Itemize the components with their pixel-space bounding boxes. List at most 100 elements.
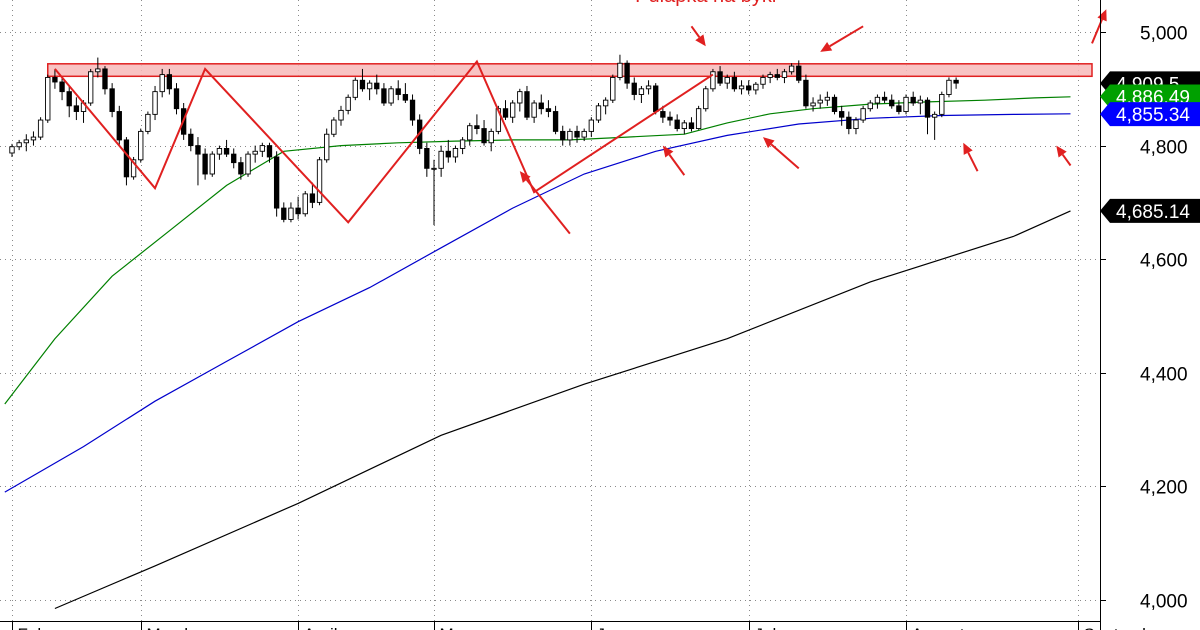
price-label-badge-2 — [1100, 102, 1200, 127]
candle-body-11 — [88, 71, 94, 104]
candle-body-130 — [939, 94, 945, 115]
y-tick-label-3: 4,600 — [1140, 251, 1188, 272]
y-tick-label-1: 4,200 — [1140, 478, 1188, 499]
resistance-zone-layer — [47, 63, 1093, 78]
candle-body-44 — [324, 133, 330, 161]
annotation-arrow-6 — [967, 152, 979, 172]
x-tick-label-5: July — [755, 625, 786, 630]
candle-body-63 — [459, 139, 466, 149]
y-ticks-layer: 4,000 4,200 4,400 4,600 4,800 5,000 — [1100, 24, 1188, 613]
candle-body-88 — [638, 88, 645, 95]
candle-body-83 — [602, 99, 609, 107]
candle-body-14 — [109, 88, 115, 112]
candle-body-8 — [66, 91, 72, 107]
candle-body-71 — [517, 91, 523, 104]
candle-body-2 — [23, 139, 29, 144]
candle-body-15 — [116, 111, 122, 141]
candle-body-61 — [445, 150, 451, 158]
candle-body-97 — [703, 88, 709, 110]
candle-body-56 — [409, 99, 416, 121]
candle-body-3 — [30, 136, 37, 141]
candle-body-100 — [724, 76, 730, 84]
candle-body-122 — [881, 96, 888, 101]
candle-body-22 — [166, 74, 173, 90]
candle-body-42 — [309, 193, 316, 203]
candle-body-78 — [567, 130, 573, 141]
candle-body-110 — [796, 65, 802, 81]
candle-body-1 — [16, 142, 22, 148]
annotation-arrow-1 — [829, 25, 864, 48]
x-tick-label-6: August — [912, 625, 965, 630]
candle-body-34 — [252, 150, 258, 155]
y-tick-label-0: 4,000 — [1140, 592, 1188, 613]
candle-body-123 — [889, 99, 895, 107]
candle-body-37 — [273, 156, 280, 209]
candle-body-104 — [753, 83, 759, 91]
candle-body-95 — [688, 122, 695, 130]
candle-body-47 — [345, 96, 351, 111]
candle-body-87 — [631, 82, 637, 95]
candle-body-84 — [610, 76, 616, 101]
candle-body-7 — [59, 81, 65, 93]
arrows-layer — [519, 9, 1107, 235]
y-tick-label-4: 4,800 — [1140, 138, 1188, 159]
candle-body-81 — [588, 119, 595, 132]
annotation-arrowhead-5 — [762, 137, 775, 149]
candles-layer — [9, 54, 959, 226]
candle-body-66 — [481, 128, 487, 144]
candle-body-33 — [245, 153, 251, 175]
candle-body-96 — [695, 108, 702, 130]
price-label-text-3: 4,685.14 — [1116, 202, 1190, 223]
candle-body-132 — [953, 79, 959, 84]
candle-body-41 — [302, 193, 308, 215]
x-tick-label-1: March — [147, 625, 194, 630]
candle-body-131 — [946, 79, 952, 95]
candle-body-70 — [509, 102, 516, 118]
candle-body-111 — [803, 79, 809, 107]
candle-body-103 — [746, 85, 752, 91]
candle-body-99 — [717, 71, 723, 84]
candle-body-106 — [767, 74, 773, 78]
candle-body-39 — [288, 207, 294, 220]
x-ticks-layer: Feb March April May June July August September — [12, 621, 1167, 630]
candle-body-45 — [331, 119, 337, 135]
annotation-text-0: Pułapka na byki — [635, 0, 776, 7]
annotation-arrow-3 — [525, 179, 571, 235]
candle-body-94 — [681, 122, 687, 130]
candle-body-69 — [502, 108, 509, 118]
candle-body-0 — [9, 146, 15, 154]
candle-body-80 — [581, 130, 587, 138]
candle-body-101 — [731, 76, 738, 90]
y-tick-label-5: 5,000 — [1140, 24, 1188, 45]
plot-background — [0, 0, 1100, 630]
price-label-badge-3 — [1100, 198, 1200, 223]
candle-body-23 — [173, 88, 180, 110]
candle-body-27 — [202, 153, 208, 175]
candle-body-118 — [853, 119, 859, 130]
candle-body-12 — [95, 68, 101, 73]
candle-body-5 — [45, 76, 51, 121]
candle-body-29 — [216, 147, 223, 155]
candle-body-35 — [259, 145, 265, 152]
annotation-arrowhead-4 — [662, 145, 674, 158]
candle-body-55 — [402, 94, 409, 101]
candle-body-77 — [560, 130, 566, 141]
annotations-layer: Pułapka na byki — [635, 0, 776, 7]
annotation-arrowhead-2 — [1097, 9, 1107, 22]
candle-body-86 — [624, 62, 630, 84]
candle-body-31 — [231, 153, 237, 164]
candle-body-98 — [710, 71, 716, 90]
candle-body-109 — [788, 65, 795, 73]
candle-body-18 — [138, 130, 144, 161]
candle-body-108 — [781, 71, 788, 78]
grid-layer — [0, 0, 1100, 621]
candle-body-6 — [52, 76, 58, 83]
candle-body-85 — [617, 62, 623, 78]
candle-body-54 — [395, 88, 401, 95]
price-label-text-2: 4,855.34 — [1116, 105, 1190, 126]
candle-body-89 — [645, 85, 652, 90]
candle-body-90 — [653, 85, 659, 112]
candle-body-73 — [531, 102, 537, 118]
candle-body-117 — [846, 116, 852, 130]
